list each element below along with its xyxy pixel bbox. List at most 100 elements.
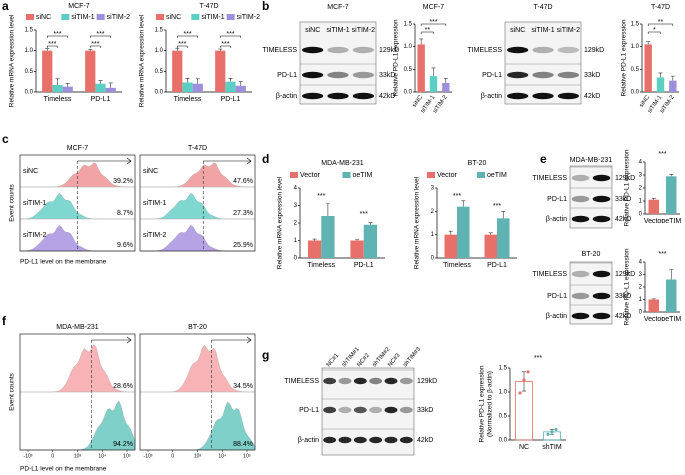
flow-title: BT-20 [188,324,207,331]
bar [417,44,425,92]
gate-percent: 34.5% [233,383,253,390]
x-tick-label: Timeless [174,96,202,103]
flow-title: MCF-7 [67,145,88,152]
band [338,436,352,444]
blot-frame [321,367,415,456]
band [302,46,324,54]
bar [666,176,677,214]
significance-bracket [647,31,661,34]
gate-percent: 94.2% [113,441,133,448]
band [571,312,590,320]
band [557,71,579,79]
lane-label: siTIM-1 [326,27,349,34]
protein-label: PD-L1 [547,196,567,203]
x-tick-label: 0 [171,453,174,459]
gate-percent: 27.3% [233,210,253,217]
significance-label: *** [534,355,542,362]
significance-bracket [420,31,434,34]
size-label: 42kD [615,313,631,320]
protein-label: β-actin [546,313,567,320]
band [323,406,337,414]
band [571,292,590,300]
error-bar [175,47,180,51]
y-tick-label: 1 [431,232,435,238]
band [338,377,352,385]
protein-label: β-actin [546,216,567,223]
significance-bracket [647,23,674,26]
legend-swatch [96,14,105,20]
data-point [550,430,554,434]
error-bar [431,67,436,77]
bar [172,50,183,92]
gate-arrow [211,336,252,344]
y-tick-label: 2 [639,285,643,291]
protein-label: TIMELESS [532,271,567,278]
error-bar [45,48,50,51]
lane-label: siNC [510,27,525,34]
legend-label: oeTIM [487,172,507,179]
legend-swatch [226,14,235,20]
bar [444,234,457,258]
x-axis-label: PD-L1 level on the membrane [20,466,107,473]
band [592,270,611,278]
x-tick-label: -10³ [24,453,33,459]
y-axis-label: Relative mRNA expression level [277,176,284,269]
x-axis-label: PD-L1 level on the membrane [20,259,107,266]
significance-label: ** [658,19,664,26]
x-tick-label: 10⁵ [123,453,131,459]
bar [95,83,106,92]
band [384,406,398,414]
significance-label: ** [425,27,431,34]
y-tick-label: 4 [294,186,298,192]
bar [644,44,652,92]
band [353,377,367,385]
flow-frame [139,154,256,252]
bar [235,85,246,92]
y-tick-label: 3 [294,203,298,209]
bar [648,199,659,214]
band [369,406,383,414]
y-tick-label: 0 [431,256,435,262]
bar [85,50,96,92]
significance-label: *** [429,19,437,26]
y-tick-label: 1 [639,199,643,205]
error-bar [65,83,70,87]
error-bar [669,269,674,280]
panel-letter: d [262,152,269,166]
size-label: 42kD [584,93,600,100]
error-bar [461,200,466,207]
significance-label: *** [221,41,229,48]
sample-label: siTIM-1 [143,200,166,207]
sample-label: siNC [23,168,38,175]
flow-frame [19,154,136,252]
y-axis-label: Event counts [9,372,16,410]
bar [457,206,470,258]
band [507,46,529,54]
x-tick-label: PD-L1 [91,96,111,103]
significance-label: *** [96,31,104,38]
error-bar [238,81,243,86]
significance-label: *** [91,41,99,48]
x-tick-label: Timeless [44,96,72,103]
x-tick-label: NC [519,444,529,451]
y-tick-label: 1.0 [25,48,34,54]
size-label: 129kD [615,175,635,182]
y-tick-label: 2 [639,186,643,192]
sample-label: siTIM-2 [23,232,46,239]
gate-arrow [91,336,132,344]
y-tick-label: 0.5 [155,69,164,75]
y-tick-label: 1.0 [404,44,413,50]
legend-label: siTIM-1 [71,14,94,21]
y-tick-label: 0.5 [499,414,508,420]
blot-frame [299,21,377,105]
band [571,195,590,203]
error-bar [646,41,651,45]
legend-label: oeTIM [353,172,373,179]
significance-label: *** [48,41,56,48]
band [592,195,611,203]
size-label: 33kD [417,407,433,414]
significance-label: *** [360,211,368,218]
legend-swatch [191,14,200,20]
x-tick-label: PD-L1 [354,262,374,269]
